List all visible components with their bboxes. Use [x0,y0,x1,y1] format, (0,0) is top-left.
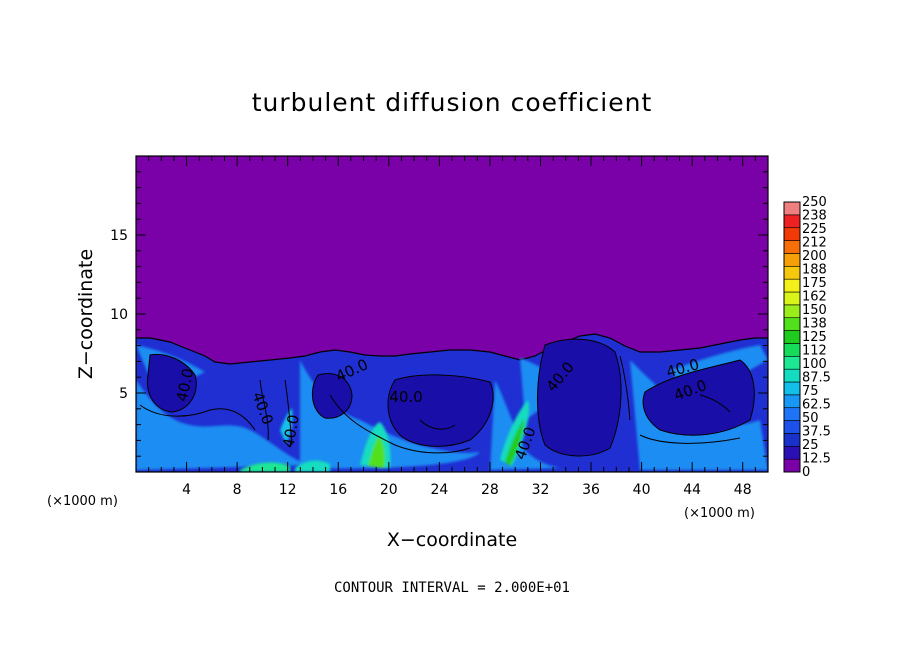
x-tick-label: 4 [182,482,191,498]
colorbar-swatch [783,265,801,280]
x-axis-unit-left: (×1000 m) [47,494,118,509]
colorbar-level-label: 0 [802,465,810,480]
colorbar-swatch [783,420,801,434]
colorbar-level-label: 100 [802,357,827,372]
colorbar-swatch [783,278,801,293]
x-tick-label: 48 [734,482,752,498]
colorbar: 012.52537.55062.57587.510011212513815016… [783,195,831,480]
colorbar-swatch [783,201,801,216]
chart-title: turbulent diffusion coefficient [252,88,653,117]
colorbar-swatch [783,458,801,473]
x-axis: 4 8 12 16 20 24 28 32 36 40 44 48 [148,156,756,498]
colorbar-level-label: 250 [802,195,827,210]
colorbar-level-label: 150 [802,303,827,318]
colorbar-swatch [783,381,801,396]
plot-area [136,156,768,472]
colorbar-level-label: 225 [802,222,827,237]
colorbar-level-label: 112 [802,344,827,359]
x-tick-label: 16 [329,482,347,498]
y-axis-label: Z−coordinate [75,249,97,379]
x-tick-label: 12 [279,482,297,498]
bright-eddies [240,400,530,472]
x-tick-label: 44 [683,482,701,498]
colorbar-swatch [783,445,801,460]
colorbar-swatch [783,227,801,241]
colorbar-level-label: 175 [802,276,827,291]
x-tick-label: 8 [233,482,242,498]
colorbar-level-label: 50 [802,411,819,426]
colorbar-level-label: 238 [802,209,827,224]
colorbar-swatch [783,253,801,267]
colorbar-level-label: 37.5 [802,425,831,440]
contour-label: 40.0 [279,413,303,449]
colorbar-level-label: 75 [802,384,819,399]
colorbar-level-label: 212 [802,236,827,251]
colorbar-swatch [783,330,801,344]
colorbar-level-label: 188 [802,263,827,278]
x-tick-label: 24 [430,482,448,498]
x-axis-label: X−coordinate [387,529,517,551]
colorbar-swatch [783,407,801,421]
colorbar-swatch [783,368,801,383]
colorbar-level-label: 138 [802,317,827,332]
y-tick-label: 10 [110,307,128,323]
contour-interval-note: CONTOUR INTERVAL = 2.000E+01 [334,580,570,596]
colorbar-swatch [783,394,801,409]
contour-label: 40.0 [389,388,422,406]
colorbar-level-label: 162 [802,290,827,305]
colorbar-frame [783,201,801,473]
colorbar-level-label: 200 [802,249,827,264]
colorbar-level-label: 12.5 [802,452,831,467]
y-axis: 5 10 15 [110,171,768,457]
y-tick-label: 5 [119,386,128,402]
x-tick-label: 40 [633,482,651,498]
colorbar-swatch [783,343,801,357]
colorbar-level-label: 62.5 [802,398,831,413]
colorbar-level-label: 25 [802,438,819,453]
colorbar-swatch [783,317,801,331]
colorbar-swatch [783,433,801,447]
x-axis-unit-right: (×1000 m) [684,506,755,521]
x-tick-label: 20 [380,482,398,498]
colorbar-swatch [783,291,801,306]
contour-lines [139,355,741,454]
colorbar-swatch [783,214,801,229]
y-tick-label: 15 [110,228,128,244]
colorbar-swatch [783,240,801,254]
x-tick-label: 28 [481,482,499,498]
colorbar-level-label: 125 [802,330,827,345]
dark-cores [146,338,755,457]
x-tick-label: 32 [532,482,550,498]
colorbar-level-label: 87.5 [802,371,831,386]
x-tick-label: 36 [582,482,600,498]
colorbar-swatch [783,304,801,319]
colorbar-swatch [783,355,801,370]
